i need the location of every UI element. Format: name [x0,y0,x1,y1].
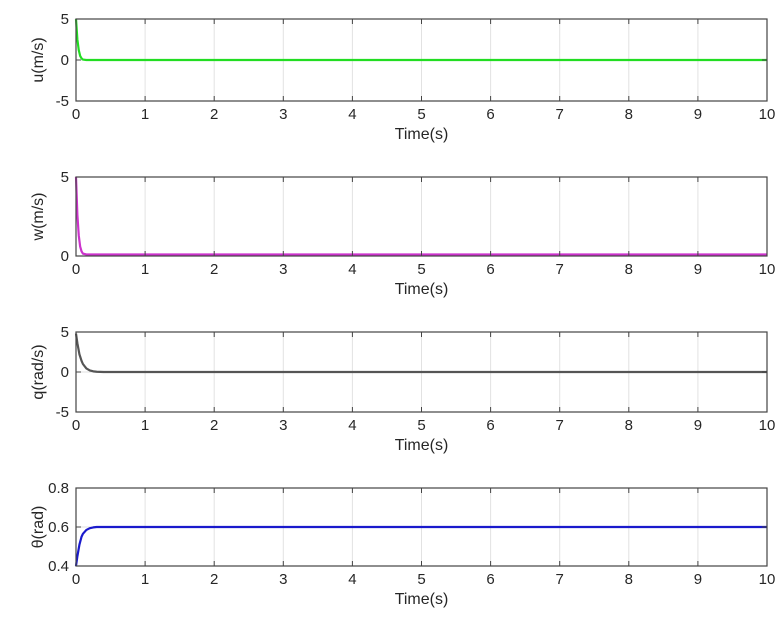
x-tick-label: 1 [141,417,149,434]
x-tick-label: 6 [486,417,494,434]
y-tick-label: -5 [56,93,69,110]
x-tick-label: 8 [625,571,633,588]
y-axis-label: w(m/s) [30,193,47,242]
x-axis-label: Time(s) [395,437,449,454]
x-axis-label: Time(s) [395,281,449,298]
series-line [74,176,767,256]
subplot-4: 0 1 2 3 4 5 6 7 8 9 10 0.4 0.6 0.8 Time(s) θ(rad) [30,480,775,608]
y-tick-label: 0.6 [48,519,69,536]
x-tick-label: 5 [417,417,425,434]
x-tick-label: 7 [556,106,564,123]
x-axis-label: Time(s) [395,591,449,608]
x-tick-label: 9 [694,261,702,278]
y-axis-label: q(rad/s) [30,344,47,399]
x-tick-label: 10 [759,417,776,434]
x-tick-label: 5 [417,106,425,123]
x-tick-label: 2 [210,106,218,123]
series-line [74,333,767,374]
y-tick-label: 5 [61,169,69,186]
x-tick-label: 0 [72,261,80,278]
x-tick-label: 10 [759,571,776,588]
x-tick-label: 3 [279,261,287,278]
x-tick-label: 0 [72,417,80,434]
y-tick-label: 5 [61,324,69,341]
x-tick-label: 2 [210,417,218,434]
x-tick-label: 7 [556,417,564,434]
x-tick-label: 4 [348,417,356,434]
series-line [74,525,767,567]
y-tick-label: 0.4 [48,558,69,575]
x-tick-label: 2 [210,261,218,278]
x-tick-label: 7 [556,571,564,588]
y-axis-label: θ(rad) [30,506,47,549]
x-tick-label: 3 [279,571,287,588]
x-tick-label: 4 [348,261,356,278]
x-tick-label: 6 [486,106,494,123]
x-tick-label: 0 [72,571,80,588]
x-tick-label: 6 [486,261,494,278]
x-axis-label: Time(s) [395,126,449,143]
y-tick-label: 5 [61,11,69,28]
x-tick-label: 3 [279,106,287,123]
x-tick-label: 4 [348,571,356,588]
x-tick-label: 2 [210,571,218,588]
x-tick-label: 5 [417,571,425,588]
x-tick-label: 4 [348,106,356,123]
x-tick-label: 8 [625,417,633,434]
x-tick-label: 6 [486,571,494,588]
y-axis-label: u(m/s) [30,37,47,82]
y-tick-label: 0 [61,248,69,265]
x-tick-label: 9 [694,571,702,588]
x-tick-label: 10 [759,106,776,123]
x-tick-label: 10 [759,261,776,278]
x-tick-label: 8 [625,261,633,278]
x-tick-label: 9 [694,106,702,123]
x-tick-label: 1 [141,261,149,278]
y-tick-label: -5 [56,404,69,421]
x-tick-label: 5 [417,261,425,278]
x-tick-label: 9 [694,417,702,434]
x-tick-label: 8 [625,106,633,123]
x-tick-label: 3 [279,417,287,434]
x-tick-label: 1 [141,571,149,588]
y-tick-label: 0 [61,364,69,381]
y-tick-label: 0 [61,52,69,69]
subplot-2: 0 1 2 3 4 5 6 7 8 9 10 0 5 Time(s) w(m/s) [30,169,775,298]
y-tick-label: 0.8 [48,480,69,497]
x-tick-label: 7 [556,261,564,278]
series-line [74,18,767,62]
x-tick-label: 0 [72,106,80,123]
x-tick-label: 1 [141,106,149,123]
